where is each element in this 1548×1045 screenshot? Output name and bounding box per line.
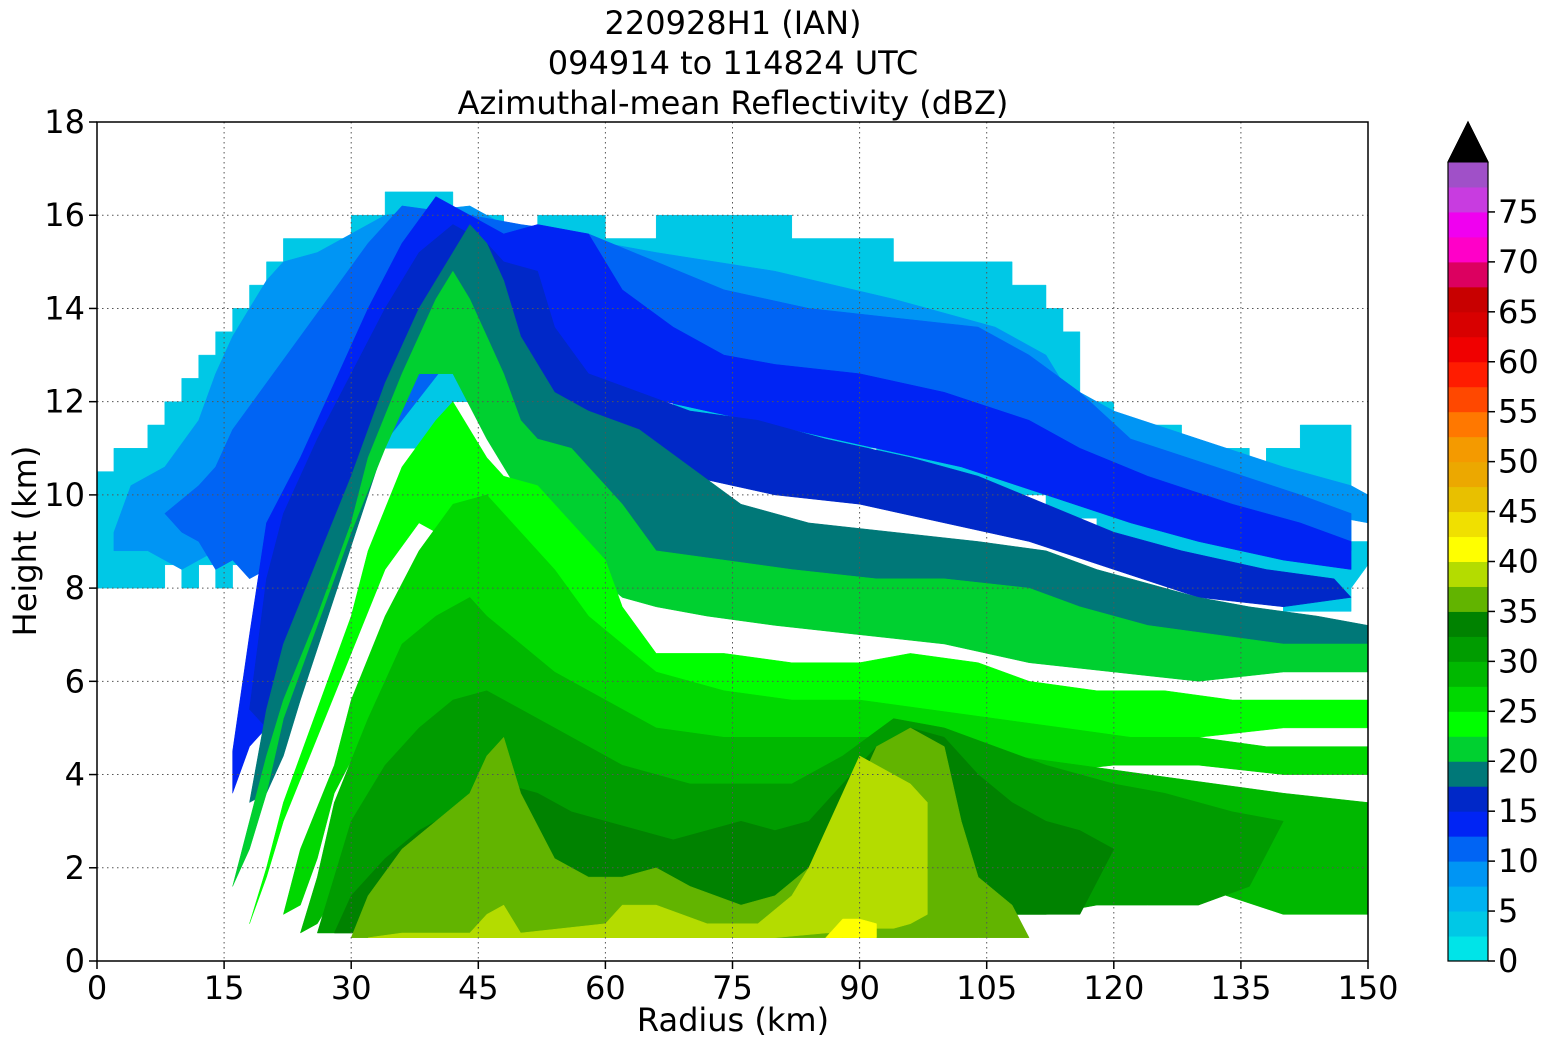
reflectivity-region-37.5 — [825, 918, 877, 938]
colorbar-segment — [1448, 536, 1488, 562]
colorbar: 0 5 10 15 20 25 30 35 40 45 50 55 60 65 70 75 — [1447, 120, 1539, 980]
x-tick-label: 15 — [204, 969, 245, 1007]
colorbar-segment — [1448, 386, 1488, 413]
colorbar-tick-label: 50 — [1498, 443, 1539, 481]
x-axis-ticks: 0 15 30 45 60 75 90 105 120 135 150 — [87, 961, 1399, 1007]
colorbar-segment — [1448, 761, 1488, 787]
colorbar-extend-arrow — [1447, 120, 1489, 163]
colorbar-tick-label: 70 — [1498, 243, 1539, 281]
colorbar-segment — [1448, 711, 1488, 737]
x-tick-label: 60 — [585, 969, 626, 1007]
colorbar-tick-label: 20 — [1498, 742, 1539, 780]
colorbar-segment — [1448, 236, 1488, 263]
x-tick-label: 30 — [331, 969, 372, 1007]
colorbar-segment — [1448, 162, 1488, 188]
chart-title: 220928H1 (IAN) 094914 to 114824 UTC Azim… — [458, 4, 1009, 122]
colorbar-segment — [1448, 411, 1488, 438]
colorbar-segment — [1448, 436, 1488, 463]
x-tick-label: 75 — [712, 969, 753, 1007]
colorbar-segment — [1448, 911, 1488, 937]
title-line-3: Azimuthal-mean Reflectivity (dBZ) — [458, 84, 1009, 122]
y-axis-label: Height (km) — [6, 446, 44, 637]
colorbar-segment — [1448, 611, 1488, 637]
y-tick-label: 2 — [65, 849, 85, 887]
colorbar-tick-label: 65 — [1498, 293, 1539, 331]
colorbar-segment — [1448, 336, 1488, 363]
y-axis-ticks: 0 2 4 6 8 10 12 14 16 18 — [44, 103, 97, 980]
x-tick-label: 135 — [1210, 969, 1271, 1007]
colorbar-segment — [1448, 461, 1488, 488]
colorbar-tick-label: 45 — [1498, 493, 1539, 531]
reflectivity-region-17.5 — [232, 270, 1368, 887]
y-tick-label: 8 — [65, 569, 85, 607]
colorbar-segment — [1448, 486, 1488, 513]
colorbar-segment — [1448, 786, 1488, 812]
colorbar-segment — [1448, 311, 1488, 338]
colorbar-segment — [1448, 886, 1488, 912]
y-tick-label: 12 — [44, 383, 85, 421]
colorbar-segment — [1448, 661, 1488, 687]
colorbar-tick-label: 40 — [1498, 543, 1539, 581]
colorbar-tick-label: 60 — [1498, 343, 1539, 381]
colorbar-segment — [1448, 211, 1488, 238]
colorbar-segment — [1448, 636, 1488, 662]
colorbar-segment — [1448, 561, 1488, 587]
x-tick-label: 90 — [839, 969, 880, 1007]
colorbar-tick-label: 0 — [1498, 942, 1518, 980]
colorbar-tick-label: 5 — [1498, 892, 1518, 930]
x-tick-label: 0 — [87, 969, 107, 1007]
colorbar-tick-label: 55 — [1498, 393, 1539, 431]
colorbar-segment — [1448, 936, 1488, 962]
colorbar-segment — [1448, 286, 1488, 313]
grid-lines — [97, 122, 1368, 961]
colorbar-frame — [1447, 120, 1489, 962]
y-tick-label: 14 — [44, 289, 85, 327]
y-tick-label: 0 — [65, 942, 85, 980]
x-tick-label: 105 — [956, 969, 1017, 1007]
colorbar-tick-label: 10 — [1498, 842, 1539, 880]
x-tick-label: 120 — [1083, 969, 1144, 1007]
y-tick-label: 10 — [44, 476, 85, 514]
colorbar-segment — [1448, 836, 1488, 862]
colorbar-tick-label: 35 — [1498, 592, 1539, 630]
title-line-1: 220928H1 (IAN) — [605, 4, 862, 42]
x-tick-label: 150 — [1337, 969, 1398, 1007]
colorbar-segment — [1448, 361, 1488, 388]
colorbar-tick-label: 75 — [1498, 193, 1539, 231]
plot-area — [97, 191, 1368, 938]
colorbar-segment — [1448, 586, 1488, 612]
colorbar-segment — [1448, 261, 1488, 288]
colorbar-segment — [1448, 736, 1488, 762]
colorbar-segment — [1448, 511, 1488, 538]
title-line-2: 094914 to 114824 UTC — [548, 44, 918, 82]
y-tick-label: 4 — [65, 756, 85, 794]
colorbar-tick-label: 25 — [1498, 692, 1539, 730]
y-tick-label: 18 — [44, 103, 85, 141]
colorbar-tick-label: 30 — [1498, 642, 1539, 680]
colorbar-segment — [1448, 811, 1488, 837]
y-tick-label: 6 — [65, 662, 85, 700]
y-tick-label: 16 — [44, 196, 85, 234]
colorbar-segment — [1448, 686, 1488, 712]
colorbar-segment — [1448, 186, 1488, 213]
x-axis-label: Radius (km) — [637, 1001, 829, 1039]
colorbar-segment — [1448, 861, 1488, 887]
x-tick-label: 45 — [458, 969, 499, 1007]
colorbar-tick-label: 15 — [1498, 792, 1539, 830]
